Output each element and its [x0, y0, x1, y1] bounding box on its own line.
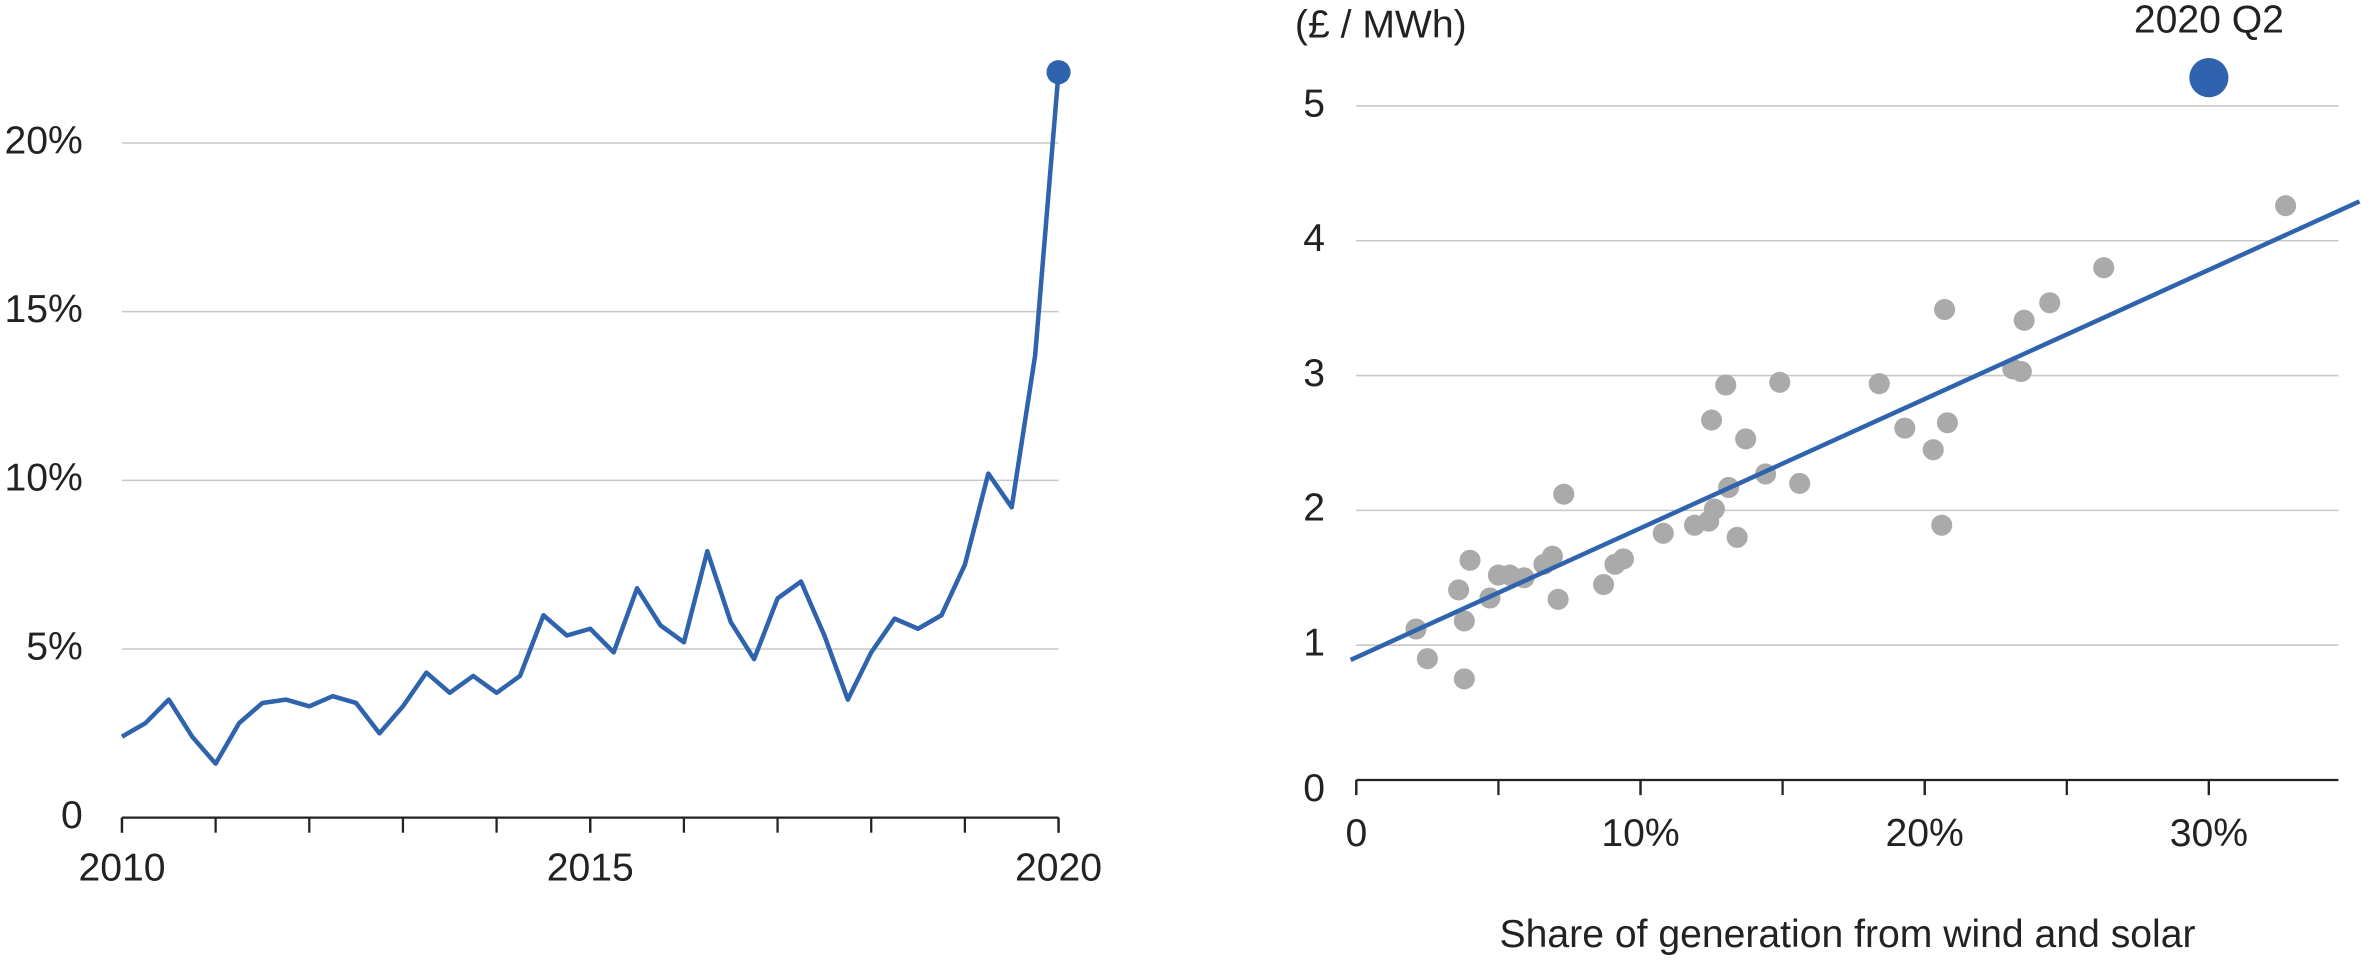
y-tick-label: 10%: [5, 457, 83, 500]
point: [1453, 610, 1475, 632]
y-tick-label: 0: [61, 794, 83, 837]
point: [1701, 409, 1723, 431]
x-tick-label: 20%: [1886, 812, 1964, 855]
x-tick-label: 10%: [1601, 812, 1679, 855]
highlight-point: [1046, 60, 1071, 85]
point: [1416, 648, 1438, 670]
x-tick-label: 0: [1345, 812, 1367, 855]
point: [1726, 526, 1748, 548]
x-tick-label: 2010: [78, 847, 165, 890]
y-axis-title: (£ / MWh): [1295, 3, 1467, 46]
line: [120, 71, 1061, 766]
x-tick-label: 30%: [2170, 812, 2248, 855]
point: [1547, 588, 1569, 610]
point: [1735, 428, 1757, 450]
highlight-label: 2020 Q2: [2134, 0, 2284, 41]
point: [1931, 514, 1953, 536]
x-axis-title: Share of generation from wind and solar: [1500, 913, 2196, 956]
point: [1769, 371, 1791, 393]
y-tick-label: 15%: [5, 288, 83, 331]
point: [1703, 498, 1725, 520]
x-tick-label: 2015: [547, 847, 634, 890]
point: [1553, 483, 1575, 505]
point: [2275, 195, 2297, 217]
y-tick-label: 2: [1303, 487, 1325, 530]
point: [2013, 309, 2035, 331]
point: [1934, 298, 1956, 321]
point: [1593, 573, 1615, 596]
y-tick-label: 1: [1303, 622, 1325, 665]
y-tick-label: 5%: [26, 625, 83, 668]
y-tick-label: 0: [1303, 767, 1325, 810]
point: [1612, 548, 1635, 570]
x-tick-label: 2020: [1015, 847, 1102, 890]
y-tick-label: 5: [1303, 82, 1325, 125]
point: [1453, 668, 1475, 690]
point: [1936, 412, 1958, 434]
point: [2039, 292, 2061, 314]
point: [1922, 439, 1944, 461]
point: [1789, 472, 1811, 494]
point: [1652, 522, 1674, 544]
y-tick-label: 4: [1303, 217, 1325, 260]
point: [2093, 257, 2115, 279]
y-tick-label: 3: [1303, 352, 1325, 395]
point: [1459, 549, 1481, 571]
point: [1715, 374, 1737, 396]
y-tick-label: 20%: [5, 119, 83, 162]
point: [1448, 579, 1470, 601]
point: [2010, 360, 2032, 383]
point: [1894, 417, 1916, 439]
point: [1868, 373, 1890, 395]
point: [1541, 545, 1563, 567]
trend-line: [1349, 199, 2361, 662]
highlight-point: [2189, 58, 2229, 98]
